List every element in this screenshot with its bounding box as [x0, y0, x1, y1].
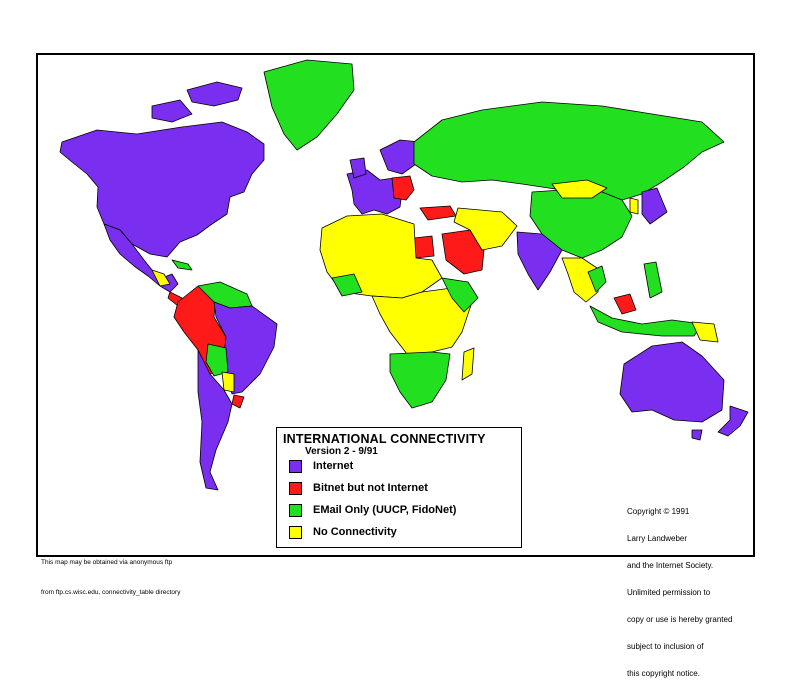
region-arctic-islands: [186, 81, 243, 107]
region-egypt: [413, 235, 435, 259]
legend: INTERNATIONAL CONNECTIVITY Version 2 - 9…: [276, 427, 522, 548]
copyright-line: Copyright © 1991: [627, 507, 690, 516]
region-bolivia: [205, 343, 229, 377]
region-mexico: [103, 223, 179, 293]
legend-swatch-email: [289, 503, 302, 517]
region-australia: [619, 341, 725, 423]
region-india: [516, 231, 563, 291]
map-frame: [36, 53, 755, 557]
copyright-line: Larry Landweber: [627, 534, 688, 543]
legend-item-internet: Internet: [289, 458, 353, 474]
ftp-note-line: from ftp.cs.wisc.edu, connectivity_table…: [41, 589, 181, 596]
copyright-line: Unlimited permission to: [627, 588, 711, 597]
region-eastern-europe-bitnet: [391, 175, 415, 201]
region-middle-east-none: [453, 207, 518, 251]
ftp-note: This map may be obtained via anonymous f…: [41, 538, 180, 608]
region-north-america: [59, 121, 265, 258]
region-greenland: [263, 59, 355, 151]
region-japan: [641, 187, 668, 225]
region-turkey: [419, 205, 457, 221]
region-caribbean: [171, 259, 193, 271]
legend-item-none: No Connectivity: [289, 524, 397, 540]
copyright-line: subject to inclusion of: [627, 642, 704, 651]
region-uk: [349, 157, 367, 179]
legend-title: INTERNATIONAL CONNECTIVITY: [283, 432, 486, 446]
legend-item-bitnet: Bitnet but not Internet: [289, 480, 428, 496]
region-uruguay: [231, 394, 245, 409]
region-southeast-asia: [561, 257, 601, 303]
region-arctic-islands-2: [151, 99, 193, 123]
region-malaysia-bitnet: [613, 293, 637, 315]
legend-version: Version 2 - 9/91: [305, 446, 378, 457]
legend-swatch-bitnet: [289, 481, 302, 495]
region-indonesia: [589, 305, 703, 337]
region-ussr: [413, 101, 725, 201]
region-new-zealand: [717, 405, 749, 437]
legend-swatch-internet: [289, 459, 302, 473]
region-paraguay: [221, 371, 235, 393]
copyright-line: this copyright notice.: [627, 669, 700, 678]
region-east-africa-email: [441, 277, 479, 313]
region-philippines: [643, 261, 663, 299]
region-madagascar: [461, 347, 475, 381]
copyright-line: copy or use is hereby granted: [627, 615, 733, 624]
region-central-america-none: [151, 269, 171, 287]
legend-label-bitnet: Bitnet but not Internet: [313, 482, 428, 494]
region-mongolia: [551, 179, 608, 199]
region-thailand: [587, 265, 607, 293]
region-west-africa-email: [331, 273, 363, 297]
region-southern-africa: [389, 351, 451, 409]
region-png: [691, 321, 719, 343]
region-argentina-chile: [197, 349, 233, 491]
legend-item-email: EMail Only (UUCP, FidoNet): [289, 502, 456, 518]
copyright-line: and the Internet Society.: [627, 561, 714, 570]
legend-label-none: No Connectivity: [313, 526, 397, 538]
legend-label-email: EMail Only (UUCP, FidoNet): [313, 504, 457, 516]
region-western-europe: [346, 169, 403, 215]
region-brazil: [213, 301, 278, 395]
region-central-africa: [371, 287, 473, 355]
copyright-notice: Copyright © 1991 Larry Landweber and the…: [627, 489, 732, 687]
ftp-note-line: This map may be obtained via anonymous f…: [41, 559, 173, 566]
world-map: [59, 59, 749, 491]
legend-swatch-none: [289, 525, 302, 539]
region-korea: [629, 197, 639, 215]
region-tasmania: [691, 429, 703, 441]
legend-label-internet: Internet: [313, 460, 354, 472]
